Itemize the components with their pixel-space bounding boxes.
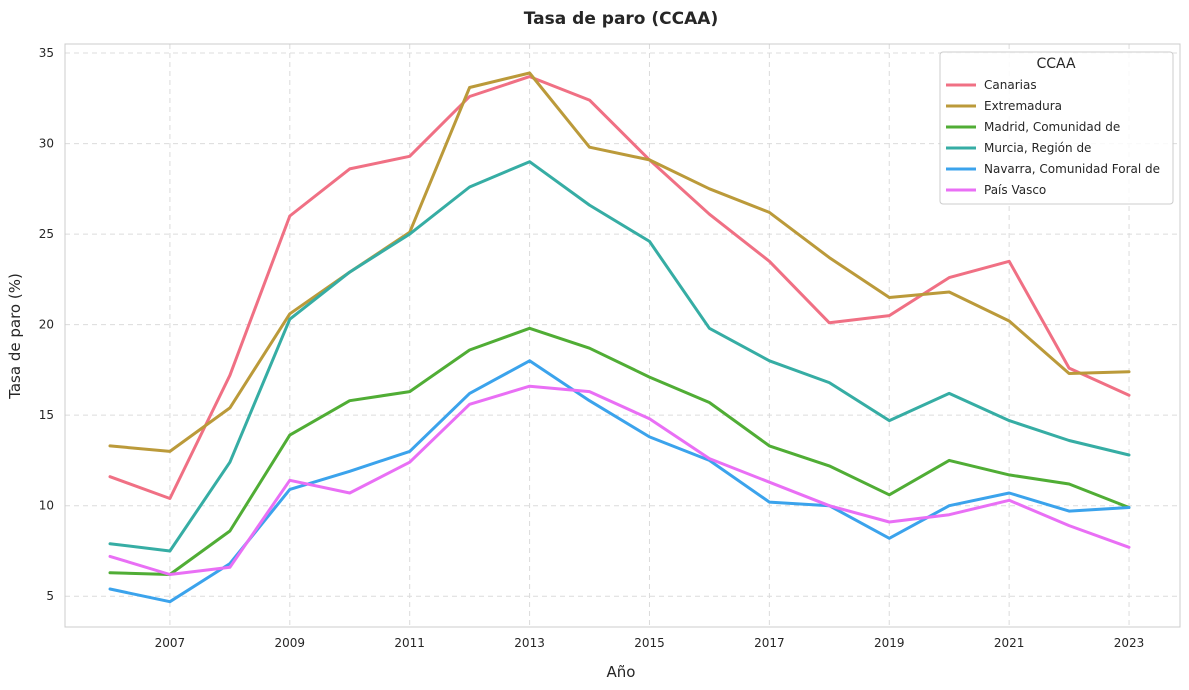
y-tick-label: 5 xyxy=(46,589,54,603)
x-tick-label: 2009 xyxy=(275,636,306,650)
tick-layer: 2007 2009 2011 2013 2015 2017 2019 2021 2023 5 10 1… xyxy=(39,46,1145,650)
y-tick-label: 35 xyxy=(39,46,54,60)
x-axis-label: Año xyxy=(607,663,636,681)
x-tick-label: 2015 xyxy=(634,636,665,650)
x-tick-label: 2017 xyxy=(754,636,785,650)
y-tick-label: 10 xyxy=(39,499,54,513)
legend-label: Murcia, Región de xyxy=(984,141,1091,155)
x-tick-label: 2013 xyxy=(514,636,545,650)
legend-title: CCAA xyxy=(1036,56,1076,72)
x-tick-label: 2019 xyxy=(874,636,905,650)
x-tick-label: 2023 xyxy=(1114,636,1145,650)
legend-box xyxy=(939,51,1174,205)
chart-title: Tasa de paro (CCAA) xyxy=(524,9,718,29)
legend-label: País Vasco xyxy=(984,183,1046,197)
legend-label: Canarias xyxy=(984,78,1037,92)
y-tick-label: 25 xyxy=(39,227,54,241)
x-tick-label: 2021 xyxy=(994,636,1025,650)
legend-label: Navarra, Comunidad Foral de xyxy=(984,162,1160,176)
legend-label: Extremadura xyxy=(984,99,1062,113)
y-tick-label: 20 xyxy=(39,318,54,332)
legend-label: Madrid, Comunidad de xyxy=(984,120,1120,134)
x-tick-label: 2007 xyxy=(155,636,186,650)
y-tick-label: 15 xyxy=(39,408,54,422)
y-axis-label: Tasa de paro (%) xyxy=(6,273,24,400)
series-line-4 xyxy=(108,359,1131,604)
x-tick-label: 2011 xyxy=(394,636,425,650)
series-line-1 xyxy=(108,71,1131,453)
series-line-5 xyxy=(108,384,1131,576)
series-line-3 xyxy=(108,160,1131,553)
legend: CCAA Canarias Extremadura Madrid, Comunida… xyxy=(939,51,1174,205)
y-tick-label: 30 xyxy=(39,137,54,151)
series-line-0 xyxy=(108,75,1131,500)
plot-frame xyxy=(64,43,1181,628)
series-layer xyxy=(108,71,1131,604)
series-line-2 xyxy=(108,326,1131,576)
